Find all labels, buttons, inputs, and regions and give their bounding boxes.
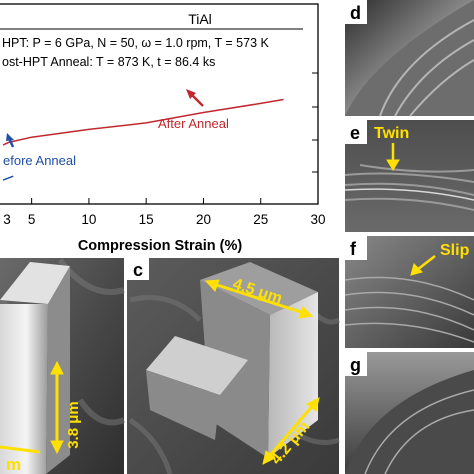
after-anneal-label: After Anneal [158, 116, 229, 131]
panel-c: c 4.5 μm 4.2 μm [127, 258, 341, 474]
x-tick-label: 20 [196, 212, 211, 227]
panel-c-label-box [127, 258, 149, 280]
dimension-arrow-c-bottom [262, 397, 320, 465]
x-tick-label: 30 [310, 212, 325, 227]
cut-top-piece [146, 336, 248, 395]
twin-arrow [386, 143, 400, 171]
panel-d: d [345, 0, 474, 117]
anneal-condition: ost-HPT Anneal: T = 873 K, t = 86.4 ks [2, 55, 215, 69]
slip-annotation: Slip [440, 242, 470, 259]
cut-top-piece-side [146, 370, 220, 440]
right-axis-ticks [312, 72, 318, 173]
x-tick-label-partial: 3 [3, 212, 11, 227]
panel-e-label: e [350, 123, 360, 143]
pillar-c-front [268, 292, 318, 458]
plot-frame [0, 3, 319, 205]
panel-d-label: d [350, 3, 361, 23]
x-tick-label: 5 [28, 212, 36, 227]
panel-g: g [345, 352, 474, 474]
twin-annotation: Twin [374, 125, 409, 142]
x-tick-label: 25 [253, 212, 268, 227]
panel-c-label: c [133, 260, 143, 280]
after-anneal-arrow [186, 89, 204, 107]
before-anneal-curve [2, 175, 14, 181]
dimension-b-1: 3.8 μm [65, 401, 82, 449]
x-tick-label: 10 [81, 212, 96, 227]
x-axis-tick-labels: 5 10 15 20 25 30 3 [3, 212, 325, 227]
after-anneal-curve [2, 98, 284, 146]
x-axis-label: Compression Strain (%) [78, 238, 243, 254]
x-tick-label: 15 [139, 212, 154, 227]
panel-b: 3.8 μm m [0, 258, 126, 474]
dimension-arrow-c-top [204, 279, 314, 319]
panel-f-label-box [345, 236, 367, 260]
panel-e: e Twin [344, 120, 474, 232]
slip-arrow [410, 255, 436, 276]
pillar-c-top [200, 262, 318, 315]
pillar-b-face [0, 304, 48, 474]
panel-e-label-box [345, 120, 367, 144]
panel-f-label: f [350, 239, 357, 259]
chart-title: TiAl [188, 11, 212, 27]
before-anneal-label: efore Anneal [3, 153, 76, 168]
panel-f: f Slip [344, 236, 474, 348]
panel-d-label-box [345, 0, 367, 24]
dimension-arrow-b [0, 360, 64, 455]
pillar-b-top [0, 262, 70, 304]
x-axis-ticks [31, 198, 319, 204]
data-series [2, 98, 284, 181]
panel-g-label-box [345, 352, 367, 376]
hpt-condition: HPT: P = 6 GPa, N = 50, ω = 1.0 rpm, T =… [2, 36, 270, 50]
dimension-b-2: m [6, 455, 21, 474]
before-anneal-arrow [6, 133, 15, 148]
chart-panel: TiAl HPT: P = 6 GPa, N = 50, ω = 1.0 rpm… [0, 3, 326, 254]
panel-g-label: g [350, 355, 361, 375]
